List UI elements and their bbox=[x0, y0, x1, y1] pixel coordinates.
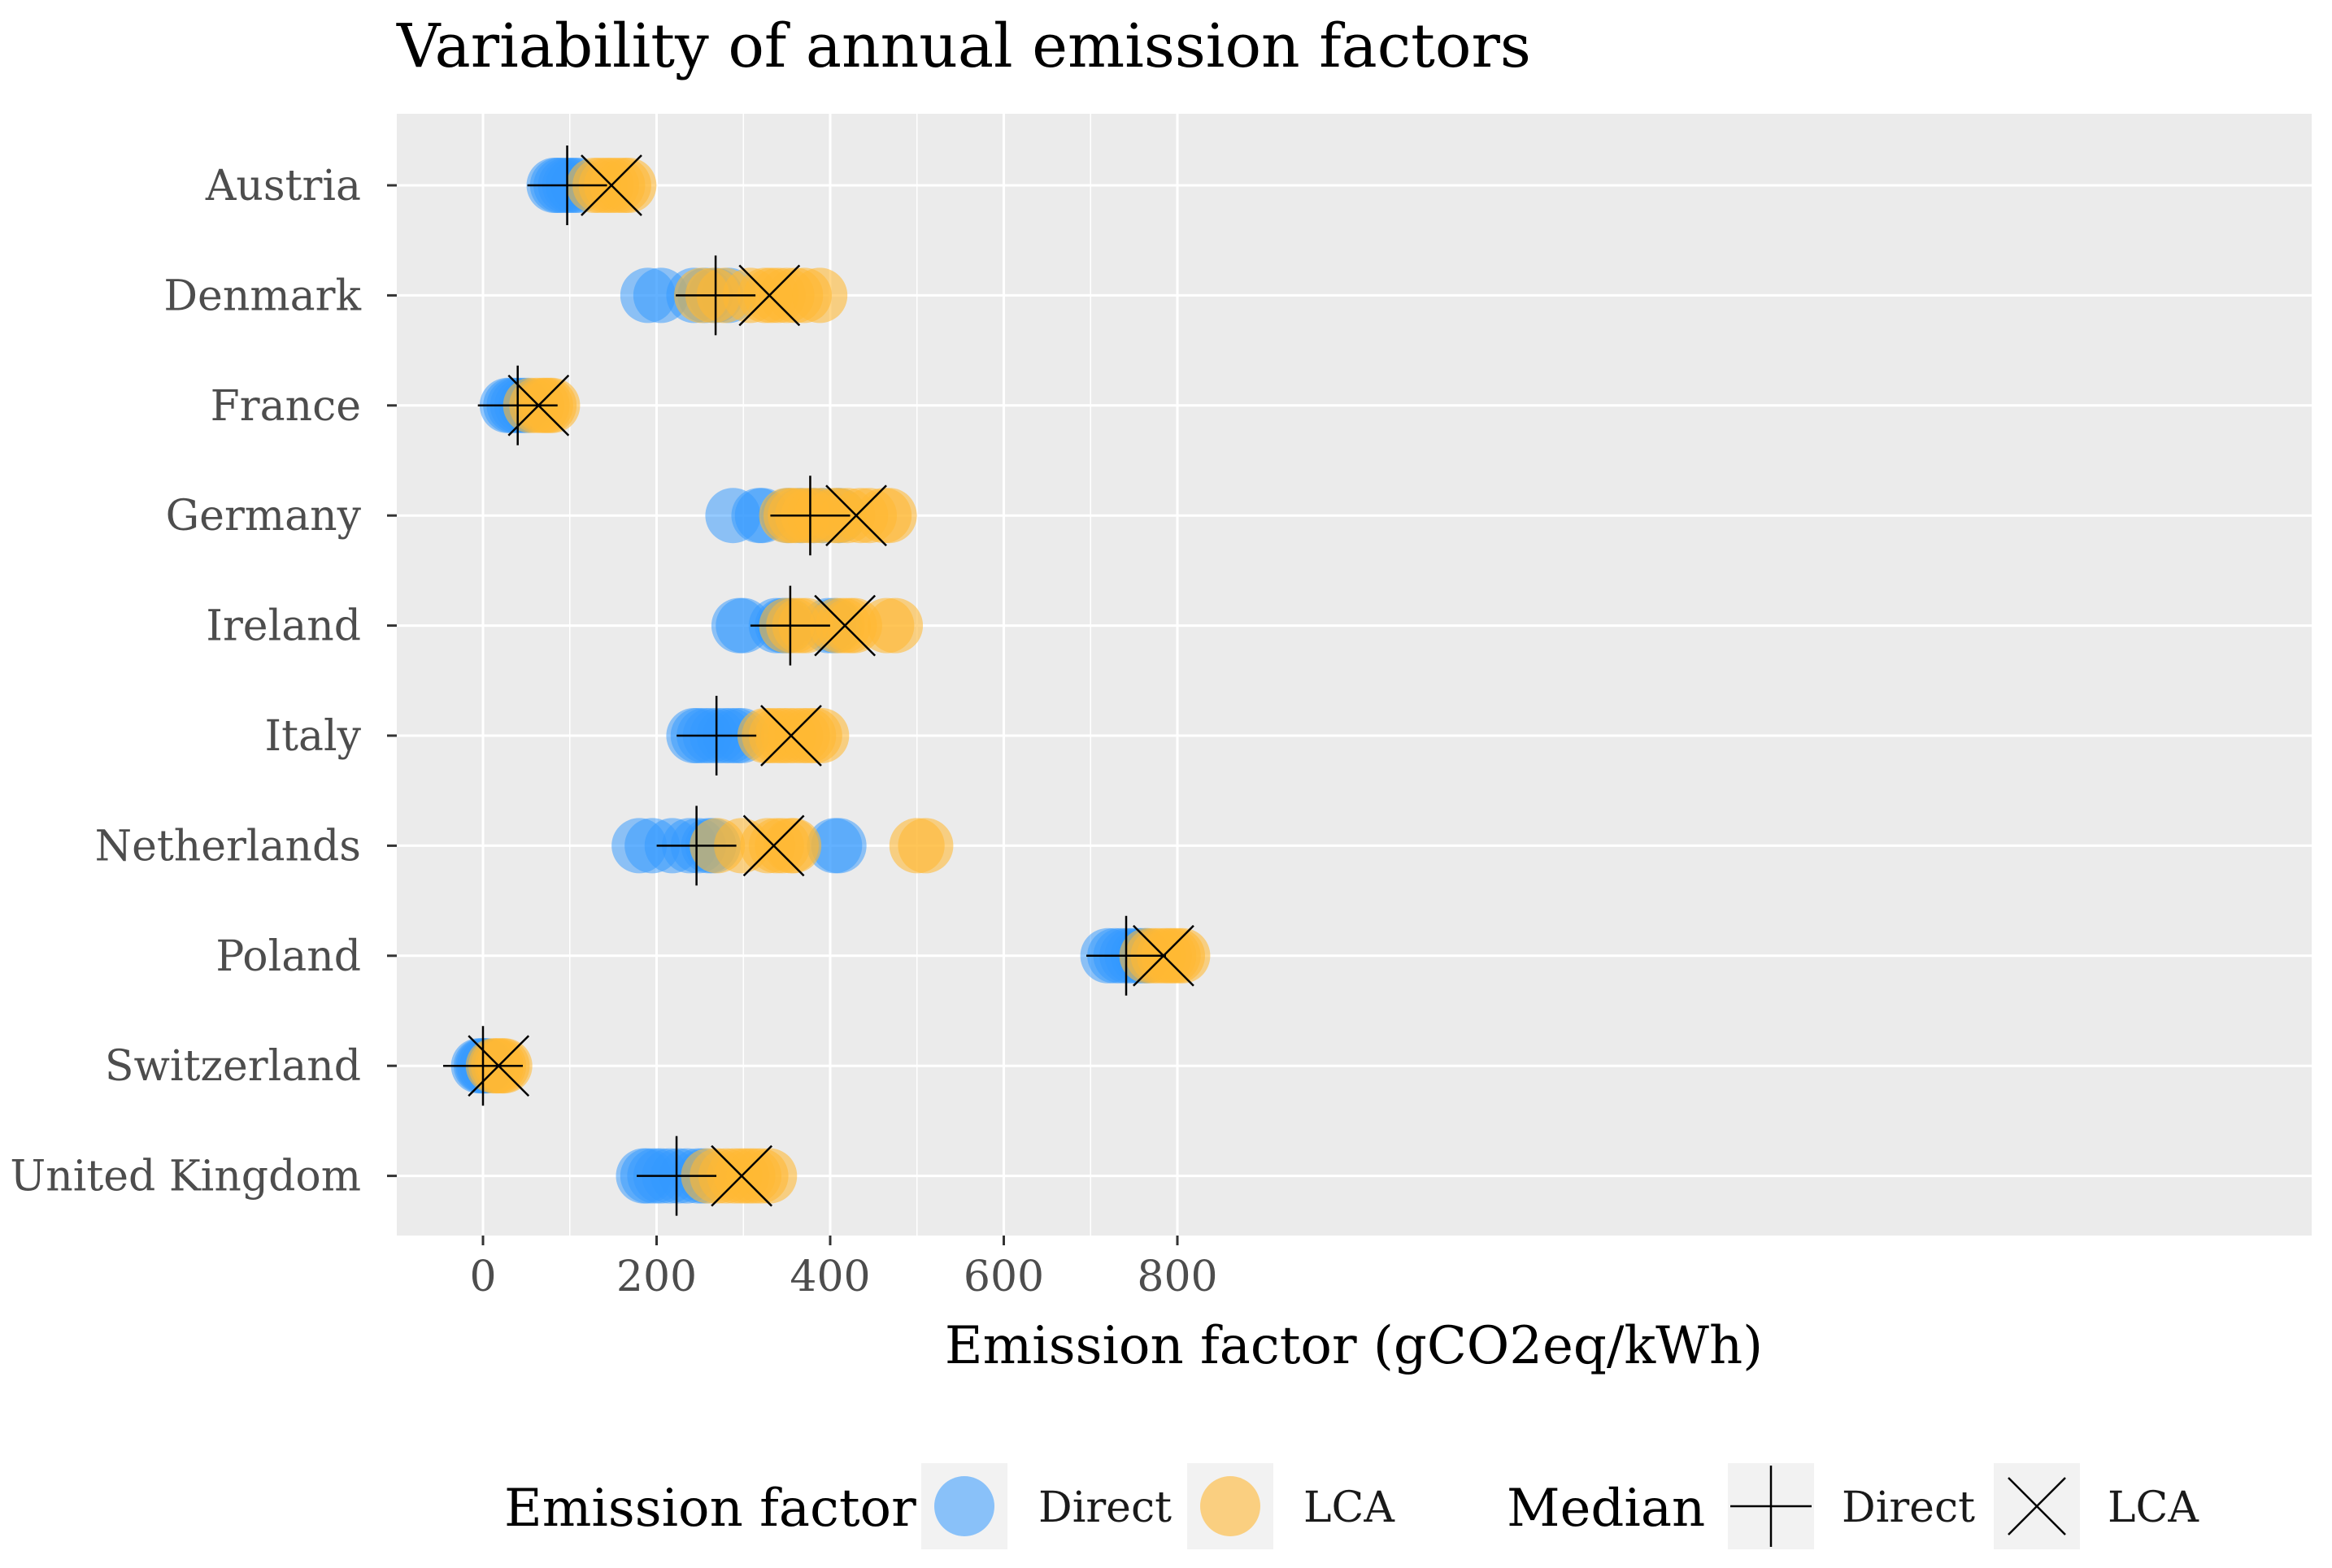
y-tick-label: Germany bbox=[166, 492, 362, 541]
y-tick-label: Netherlands bbox=[95, 822, 361, 871]
y-tick-label: Ireland bbox=[206, 602, 361, 651]
median-lca-cross bbox=[825, 484, 887, 547]
median-direct-plus bbox=[750, 585, 830, 666]
y-tick-label: Poland bbox=[215, 932, 361, 981]
legend-median-title: Median bbox=[1507, 1479, 1705, 1539]
median-lca-cross bbox=[468, 1035, 530, 1097]
x-tick-label: 0 bbox=[469, 1253, 496, 1301]
median-direct-plus bbox=[637, 1136, 717, 1216]
legend-key-median-lca-cross bbox=[2008, 1477, 2066, 1535]
x-tick-label: 600 bbox=[964, 1253, 1044, 1301]
median-lca-cross bbox=[814, 594, 877, 657]
point-lca bbox=[792, 267, 848, 324]
legend-label-median-lca: LCA bbox=[2108, 1483, 2199, 1532]
median-lca-cross bbox=[760, 705, 822, 767]
y-tick-label: France bbox=[211, 382, 361, 431]
point-direct bbox=[811, 818, 867, 874]
point-lca bbox=[794, 708, 850, 763]
y-tick-label: Switzerland bbox=[105, 1042, 361, 1091]
median-direct-plus bbox=[677, 696, 757, 775]
point-lca bbox=[868, 597, 924, 654]
median-direct-plus bbox=[656, 806, 737, 886]
median-lca-cross bbox=[1133, 924, 1194, 987]
major-gridlines bbox=[397, 114, 2312, 1236]
point-lca bbox=[898, 818, 954, 874]
median-markers bbox=[443, 146, 1194, 1216]
y-axis: Austria Denmark France Germany Ireland Italy N… bbox=[10, 162, 397, 1201]
legend-key-direct-point bbox=[934, 1476, 994, 1536]
y-tick-label: Italy bbox=[265, 712, 362, 761]
legend-label-median-direct: Direct bbox=[1842, 1483, 1975, 1532]
median-lca-cross bbox=[738, 264, 801, 327]
point-lca bbox=[766, 818, 822, 874]
x-tick-label: 800 bbox=[1137, 1253, 1217, 1301]
median-lca-cross bbox=[507, 374, 570, 437]
median-lca-cross bbox=[742, 814, 805, 877]
point-lca bbox=[601, 158, 657, 213]
median-direct-plus bbox=[676, 255, 756, 336]
point-lca bbox=[1155, 927, 1211, 984]
x-tick-label: 200 bbox=[616, 1253, 697, 1301]
point-lca bbox=[861, 488, 917, 544]
y-tick-label: Denmark bbox=[163, 271, 361, 320]
legend: Emission factor Direct LCA Median Direct… bbox=[504, 1463, 2199, 1549]
x-axis-label: Emission factor (gCO2eq/kWh) bbox=[945, 1316, 1763, 1376]
x-axis: 0 200 400 600 800 bbox=[469, 1236, 1218, 1301]
legend-key-lca-point bbox=[1200, 1476, 1260, 1536]
legend-key-median-direct-plus bbox=[1730, 1466, 1812, 1547]
legend-label-lca: LCA bbox=[1303, 1483, 1395, 1532]
median-direct-plus bbox=[1086, 915, 1167, 996]
legend-emission-title: Emission factor bbox=[504, 1479, 916, 1539]
y-tick-label: Austria bbox=[205, 162, 361, 211]
y-tick-label: United Kingdom bbox=[10, 1153, 361, 1201]
median-direct-plus bbox=[477, 365, 558, 445]
median-direct-plus bbox=[770, 476, 851, 556]
point-lca bbox=[742, 1148, 798, 1204]
legend-label-direct: Direct bbox=[1038, 1483, 1172, 1532]
median-direct-plus bbox=[527, 146, 607, 225]
chart-title: Variability of annual emission factors bbox=[396, 11, 1531, 81]
x-tick-label: 400 bbox=[790, 1253, 870, 1301]
median-lca-cross bbox=[581, 154, 642, 216]
median-direct-plus bbox=[443, 1026, 523, 1106]
median-lca-cross bbox=[711, 1145, 772, 1207]
